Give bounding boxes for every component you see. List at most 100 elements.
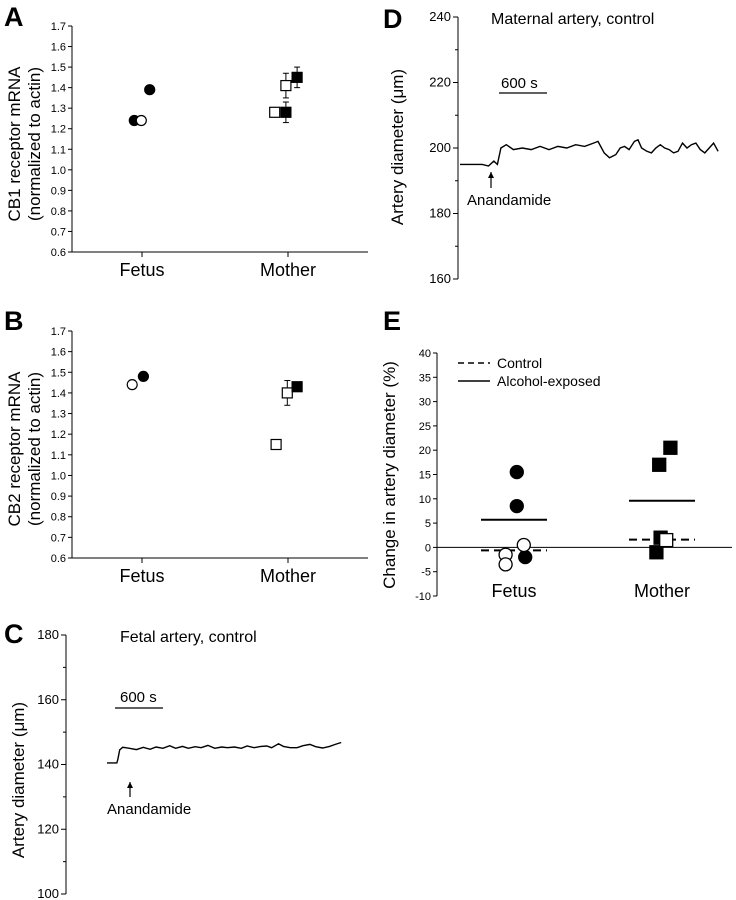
panel-d-scalebar-label: 600 s: [501, 75, 538, 92]
panel-b-y-tick-label: 0.9: [51, 491, 66, 503]
panel-a-data-point: [280, 106, 292, 118]
panel-b-data-point: [291, 381, 303, 393]
panel-a-y-tick-label: 0.6: [51, 247, 66, 259]
panel-b-y-tick-label: 1.0: [51, 470, 66, 482]
panel-b-y-tick-label: 1.7: [51, 326, 66, 338]
panel-b-data-point: [270, 438, 282, 451]
panel-e-data-point: [649, 545, 664, 560]
panel-c-y-tick-label: 180: [37, 627, 59, 642]
panel-e-category-label: Mother: [634, 581, 690, 601]
panel-a-y-axis-label-line1: CB1 receptor mRNA: [5, 66, 24, 222]
panel-d-title: Maternal artery, control: [491, 11, 654, 28]
panel-a-y-tick-label: 1.7: [51, 21, 66, 33]
panel-b-y-tick-label: 1.5: [51, 367, 66, 379]
panel-a-y-tick-label: 1.1: [51, 144, 66, 156]
panel-b-y-tick-label: 0.8: [51, 512, 66, 524]
panel-a-y-axis-label: CB1 receptor mRNA (normalized to actin): [5, 66, 44, 222]
panel-d-trace: [460, 138, 719, 167]
panel-b-y-tick-label: 1.3: [51, 409, 66, 421]
panel-b-data-point: [281, 387, 293, 399]
panel-c-title: Fetal artery, control: [120, 629, 257, 646]
panel-c-y-axis-label: Artery diameter (μm): [9, 702, 28, 858]
panel-a-data-point: [291, 71, 303, 83]
panel-a-data-point: [135, 114, 147, 127]
panel-b-category-label: Fetus: [119, 566, 164, 586]
panel-e-y-tick-label: -5: [421, 567, 431, 579]
panel-b-category-label: Mother: [260, 566, 316, 586]
panel-e-legend: Control Alcohol-exposed: [458, 355, 601, 389]
panel-c-scalebar-label: 600 s: [120, 689, 157, 706]
panel-e-y-tick-label: 30: [419, 397, 431, 409]
panel-a-y-tick-label: 1.3: [51, 103, 66, 115]
panel-e-legend-label: Alcohol-exposed: [497, 373, 601, 389]
panel-d-y-tick-label: 180: [429, 206, 451, 221]
panel-e-y-tick-label: 15: [419, 470, 431, 482]
panel-b-y-tick-label: 1.4: [51, 388, 66, 400]
panel-d-arrow-head: [488, 172, 494, 178]
panel-c-chart: Fetal artery, control Artery diameter (μ…: [9, 627, 342, 900]
panel-e-y-tick-label: 40: [419, 348, 431, 360]
panel-e-data-point: [663, 440, 678, 455]
panel-a-data-point: [269, 106, 281, 118]
panel-b-y-tick-label: 0.7: [51, 532, 66, 544]
panel-b-data-point: [126, 379, 138, 391]
panel-a-data-point: [280, 79, 292, 92]
panel-e-y-tick-label: 10: [419, 494, 431, 506]
panel-letter-c: C: [4, 619, 24, 649]
panel-a-y-tick-label: 1.6: [51, 42, 66, 54]
panel-e-y-tick-label: 20: [419, 445, 431, 457]
panel-e-data-point: [659, 532, 674, 548]
panel-d-y-tick-label: 240: [429, 9, 451, 24]
panel-e-data-point: [509, 464, 524, 480]
panel-b-y-axis-label-line1: CB2 receptor mRNA: [5, 371, 24, 527]
panel-e-data-point: [509, 498, 524, 514]
panel-e-chart: Change in artery diameter (%) -10 -5 0 5 10 1…: [380, 348, 732, 603]
panel-a-y-axis-label-line2: (normalized to actin): [25, 67, 44, 221]
panel-a-y-tick-label: 1.4: [51, 83, 66, 95]
panel-d-y-tick-label: 160: [429, 271, 451, 286]
panel-d-y-tick-label: 200: [429, 140, 451, 155]
panel-a-y-tick-label: 1.0: [51, 165, 66, 177]
panel-e-y-tick-label: 5: [425, 518, 431, 530]
panel-a-data-point: [144, 84, 156, 96]
panel-d-y-axis-label: Artery diameter (μm): [388, 69, 407, 225]
panel-e-y-tick-label: 35: [419, 372, 431, 384]
panel-a-y-tick-label: 1.5: [51, 62, 66, 74]
panel-b-y-tick-label: 1.6: [51, 347, 66, 359]
panel-a-y-tick-label: 0.9: [51, 185, 66, 197]
panel-c-trace: [107, 741, 342, 764]
panel-b-y-axis-label: CB2 receptor mRNA (normalized to actin): [5, 371, 44, 527]
panel-a-category-label: Fetus: [119, 260, 164, 280]
panel-a-y-tick-label: 0.7: [51, 226, 66, 238]
panel-b-y-tick-label: 1.2: [51, 429, 66, 441]
panel-c-y-tick-label: 100: [37, 886, 59, 900]
panel-c-arrow-head: [127, 782, 133, 788]
panel-e-y-tick-label: 0: [425, 542, 431, 554]
panel-a-chart: CB1 receptor mRNA (normalized to actin) …: [5, 21, 368, 280]
panel-b-data-point: [137, 370, 149, 382]
panel-letter-e: E: [383, 306, 401, 336]
panel-d-chart: Maternal artery, control Artery diameter…: [388, 9, 719, 286]
panel-e-data-point: [518, 549, 533, 565]
panel-e-y-axis-label: Change in artery diameter (%): [380, 361, 399, 589]
panel-b-chart: CB2 receptor mRNA (normalized to actin) …: [5, 326, 368, 586]
panel-e-data-point: [498, 557, 513, 572]
panel-letter-a: A: [4, 2, 24, 32]
panel-e-data-point: [652, 457, 667, 472]
panel-c-y-tick-label: 140: [37, 757, 59, 772]
panel-a-y-tick-label: 0.8: [51, 206, 66, 218]
panel-d-y-tick-label: 220: [429, 75, 451, 90]
panel-e-legend-label: Control: [497, 355, 542, 371]
panel-c-y-tick-label: 160: [37, 692, 59, 707]
panel-b-y-tick-label: 0.6: [51, 553, 66, 565]
panel-b-y-tick-label: 1.1: [51, 450, 66, 462]
panel-a-category-label: Mother: [260, 260, 316, 280]
panel-b-y-axis-label-line2: (normalized to actin): [25, 372, 44, 526]
panel-c-y-tick-label: 120: [37, 821, 59, 836]
panel-d-anandamide-label: Anandamide: [467, 192, 551, 209]
panel-a-y-tick-label: 1.2: [51, 124, 66, 136]
panel-e-y-tick-label: 25: [419, 421, 431, 433]
panel-letter-d: D: [383, 4, 403, 34]
panel-letter-b: B: [4, 306, 24, 336]
